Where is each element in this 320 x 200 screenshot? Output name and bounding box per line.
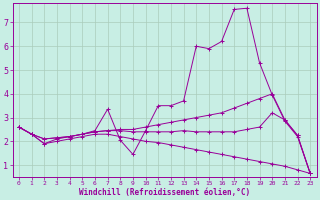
X-axis label: Windchill (Refroidissement éolien,°C): Windchill (Refroidissement éolien,°C) [79,188,250,197]
